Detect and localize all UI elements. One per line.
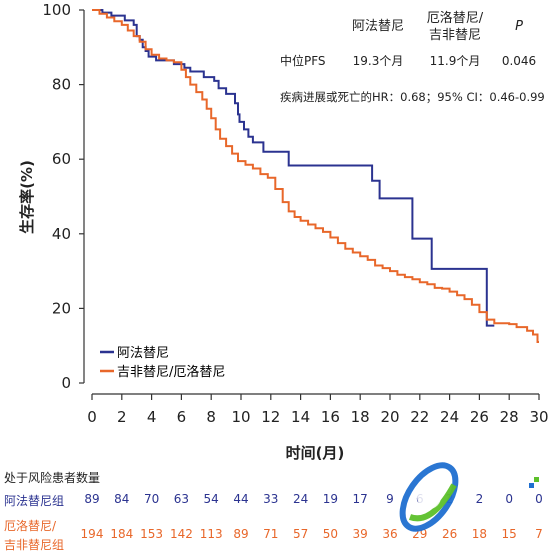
y-axis-title: 生存率(%) bbox=[18, 160, 36, 234]
x-tick-label: 6 bbox=[177, 408, 187, 426]
x-tick-label: 26 bbox=[470, 408, 489, 426]
annotation-header-p: P bbox=[515, 19, 523, 34]
risk-row-label-comparator-line2: 吉非替尼组 bbox=[4, 538, 65, 552]
risk-count: 9 bbox=[386, 492, 394, 506]
risk-count: 89 bbox=[84, 492, 100, 506]
series-layer bbox=[92, 9, 539, 343]
risk-count: 70 bbox=[143, 492, 160, 506]
annotation-header-comparator: 厄洛替尼/ bbox=[427, 11, 484, 26]
annotation-p-value: 0.046 bbox=[502, 54, 536, 68]
legend-label-afatinib: 阿法替尼 bbox=[117, 346, 169, 361]
x-tick-label: 0 bbox=[87, 408, 97, 426]
x-tick-label: 18 bbox=[351, 408, 370, 426]
x-tick-label: 20 bbox=[380, 408, 399, 426]
risk-row-label-afatinib: 阿法替尼组 bbox=[4, 494, 65, 508]
annotation-hr-footer: 疾病进展或死亡的HR：0.68；95% CI：0.46-0.99 bbox=[280, 90, 545, 104]
risk-count: 7 bbox=[535, 527, 543, 541]
y-tick-label: 80 bbox=[52, 76, 71, 94]
annotation-header-comparator-line2: 吉非替尼 bbox=[429, 28, 481, 43]
y-tick-label: 40 bbox=[52, 225, 71, 243]
risk-count: 19 bbox=[322, 492, 339, 506]
risk-count: 57 bbox=[292, 527, 309, 541]
risk-count: 142 bbox=[169, 527, 193, 541]
risk-count: 194 bbox=[80, 527, 104, 541]
series-line-comparator bbox=[92, 9, 539, 343]
risk-count: 0 bbox=[535, 492, 543, 506]
risk-count: 15 bbox=[501, 527, 517, 541]
y-tick-label: 100 bbox=[42, 1, 71, 19]
risk-count: 39 bbox=[352, 527, 368, 541]
risk-table-title: 处于风险患者数量 bbox=[4, 471, 101, 485]
risk-count: 33 bbox=[263, 492, 279, 506]
legend-label-comparator: 吉非替尼/厄洛替尼 bbox=[117, 365, 225, 380]
risk-count: 113 bbox=[199, 527, 223, 541]
risk-row-label-comparator-line1: 厄洛替尼/ bbox=[4, 519, 57, 533]
annotation-row-label: 中位PFS bbox=[280, 53, 326, 68]
small-logo-icon bbox=[529, 477, 539, 488]
x-tick-label: 22 bbox=[410, 408, 429, 426]
x-tick-label: 2 bbox=[117, 408, 127, 426]
risk-count: 24 bbox=[292, 492, 309, 506]
risk-count: 26 bbox=[441, 527, 458, 541]
y-tick-label: 20 bbox=[52, 299, 71, 317]
risk-count: 50 bbox=[322, 527, 339, 541]
annotation-median-comparator: 11.9个月 bbox=[430, 54, 481, 68]
logo-watermark bbox=[399, 462, 459, 532]
risk-count: 54 bbox=[203, 492, 219, 506]
y-tick-label: 0 bbox=[61, 374, 71, 392]
annotation-median-afatinib: 19.3个月 bbox=[353, 54, 404, 68]
annotation-table: 阿法替尼 厄洛替尼/ 吉非替尼 P 中位PFS 19.3个月 11.9个月 0.… bbox=[280, 11, 545, 104]
risk-count: 17 bbox=[352, 492, 368, 506]
x-tick-label: 12 bbox=[261, 408, 280, 426]
x-tick-label: 8 bbox=[206, 408, 216, 426]
risk-count: 0 bbox=[505, 492, 514, 506]
y-tick-label: 60 bbox=[52, 150, 71, 168]
risk-count: 18 bbox=[471, 527, 488, 541]
annotation-header-afatinib: 阿法替尼 bbox=[352, 19, 404, 34]
x-axis-title: 时间(月) bbox=[286, 444, 345, 462]
x-tick-label: 10 bbox=[231, 408, 250, 426]
risk-count: 89 bbox=[233, 527, 249, 541]
risk-count: 184 bbox=[110, 527, 134, 541]
x-tick-label: 24 bbox=[440, 408, 459, 426]
legend: 阿法替尼 吉非替尼/厄洛替尼 bbox=[100, 346, 225, 380]
risk-count: 44 bbox=[233, 492, 249, 506]
risk-count: 153 bbox=[140, 527, 164, 541]
risk-count: 63 bbox=[173, 492, 190, 506]
risk-count: 71 bbox=[263, 527, 279, 541]
x-tick-label: 14 bbox=[291, 408, 310, 426]
x-tick-label: 16 bbox=[321, 408, 340, 426]
risk-count: 2 bbox=[475, 492, 484, 506]
x-tick-label: 4 bbox=[147, 408, 157, 426]
risk-count: 36 bbox=[382, 527, 398, 541]
risk-count: 84 bbox=[114, 492, 130, 506]
x-tick-label: 30 bbox=[529, 408, 548, 426]
x-tick-label: 28 bbox=[500, 408, 519, 426]
